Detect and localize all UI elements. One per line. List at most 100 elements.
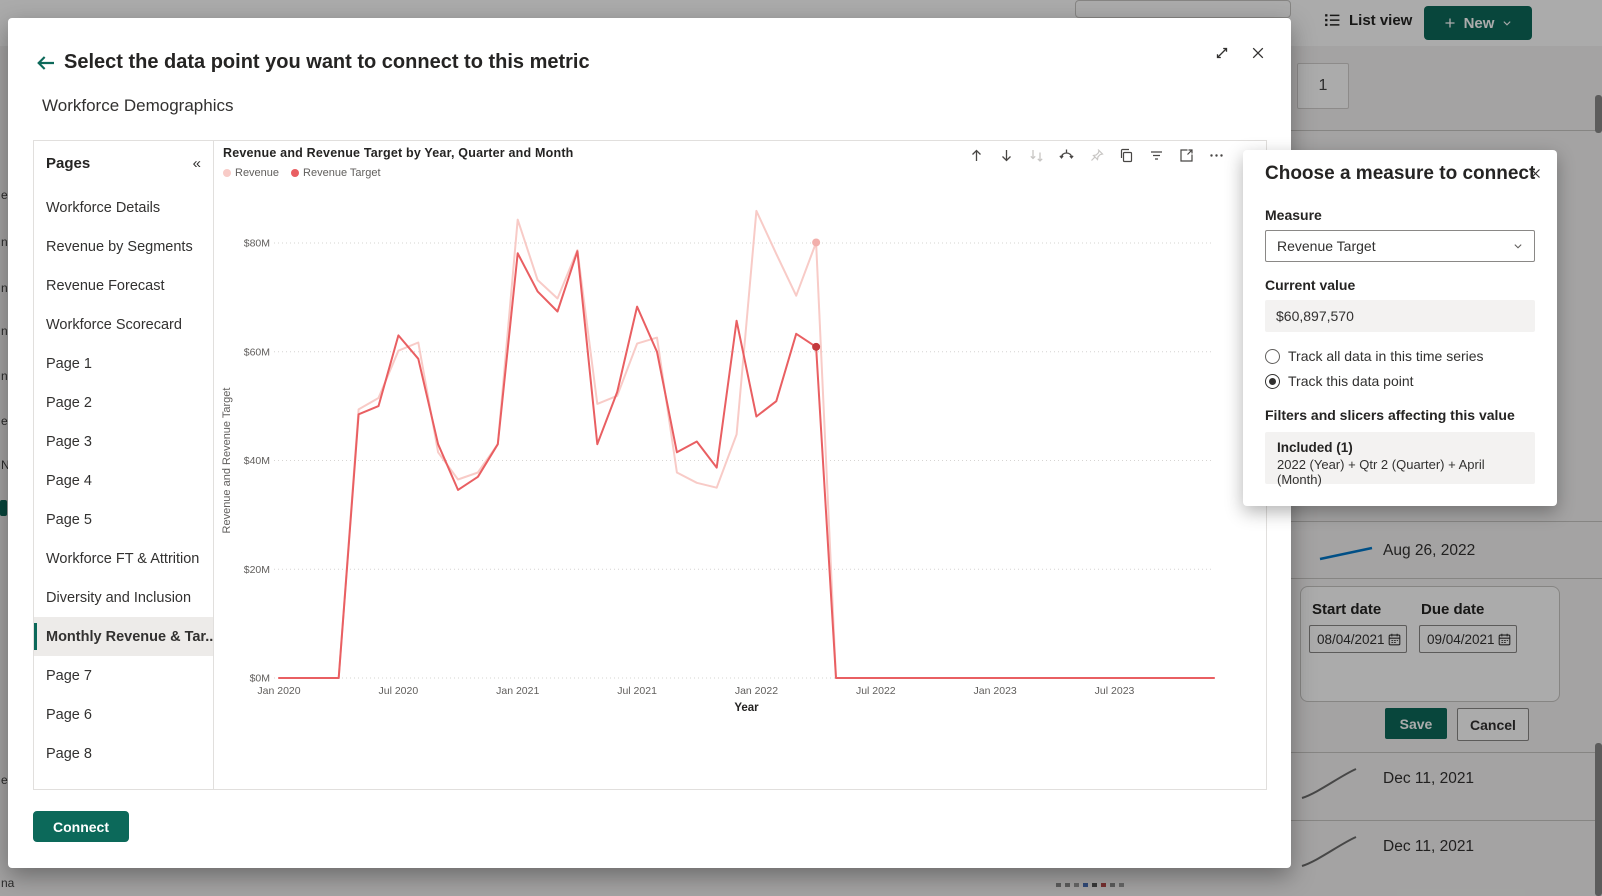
scrollbar-thumb[interactable] (1595, 743, 1602, 896)
date-card: Start date Due date 08/04/2021 09/04/202… (1300, 586, 1560, 702)
chart-legend: Revenue Revenue Target (223, 167, 381, 179)
sidebar-page-item[interactable]: Revenue by Segments (34, 227, 213, 266)
sidebar-page-item[interactable]: Page 1 (34, 344, 213, 383)
sparkline (1301, 768, 1357, 799)
divider (1290, 752, 1602, 753)
legend-label: Revenue (235, 167, 280, 179)
radio-unselected-icon[interactable] (1265, 348, 1280, 364)
filters-label: Filters and slicers affecting this value (1265, 407, 1515, 423)
data-point-marker[interactable] (812, 238, 821, 247)
drill-up-icon[interactable] (968, 147, 985, 164)
sidebar-page-item[interactable]: Page 6 (34, 695, 213, 734)
copy-icon[interactable] (1118, 147, 1135, 164)
x-axis-tick-label: Jul 2021 (617, 685, 657, 697)
page-number-box[interactable]: 1 (1297, 63, 1349, 109)
sidebar-page-item[interactable]: Page 8 (34, 734, 213, 773)
start-date-field[interactable]: 08/04/2021 (1309, 625, 1407, 653)
collapse-sidebar-icon[interactable]: « (192, 155, 201, 172)
history-date[interactable]: Dec 11, 2021 (1383, 838, 1475, 855)
sidebar-page-item[interactable]: Workforce Scorecard (34, 305, 213, 344)
sidebar-page-label: Page 5 (46, 511, 92, 528)
search-input[interactable] (1075, 0, 1291, 18)
start-date-value: 08/04/2021 (1317, 631, 1385, 647)
sidebar-page-item[interactable]: Workforce Details (34, 188, 213, 227)
drill-down-icon[interactable] (998, 147, 1015, 164)
more-options-icon[interactable] (1208, 147, 1225, 164)
x-axis-tick-label: Jul 2020 (379, 685, 419, 697)
start-date-label: Start date (1312, 601, 1382, 618)
background-icon-fragment (1101, 883, 1106, 887)
plus-icon (1445, 18, 1455, 28)
pin-icon[interactable] (1088, 147, 1105, 164)
chart-visual: Revenue and Revenue Target by Year, Quar… (214, 141, 1267, 789)
sidebar-page-label: Workforce Details (46, 199, 161, 216)
tracking-radio-option[interactable]: Track this data point (1265, 373, 1484, 389)
history-date[interactable]: Dec 11, 2021 (1383, 770, 1475, 787)
legend-item[interactable]: Revenue Target (291, 167, 381, 179)
connect-button[interactable]: Connect (33, 811, 129, 842)
expand-dialog-icon[interactable] (1213, 44, 1231, 62)
close-dialog-icon[interactable] (1249, 44, 1267, 62)
background-text-fragment: e (1, 188, 8, 202)
report-container: Pages « Workforce Details Revenue by Segm… (33, 140, 1267, 790)
drill-mode-icon[interactable] (1058, 147, 1075, 164)
sidebar-page-item[interactable]: Revenue Forecast (34, 266, 213, 305)
close-panel-icon[interactable] (1528, 166, 1543, 181)
background-icon-fragment (1092, 883, 1097, 887)
sidebar-page-item[interactable]: Monthly Revenue & Tar... (34, 617, 213, 656)
back-button[interactable] (34, 51, 58, 75)
sidebar-page-item[interactable]: Diversity and Inclusion (34, 578, 213, 617)
tag-chip-fragment (0, 500, 7, 516)
x-axis-tick-label: Jan 2022 (735, 685, 778, 697)
check-in-date[interactable]: Aug 26, 2022 (1383, 542, 1476, 559)
background-icon-fragment (1065, 883, 1070, 887)
divider (1290, 130, 1602, 131)
background-icon-fragment (1056, 883, 1061, 887)
series-line-revenue-target[interactable] (278, 250, 1215, 679)
radio-selected-icon[interactable] (1265, 373, 1280, 389)
sidebar-page-item[interactable]: Page 3 (34, 422, 213, 461)
list-view-toggle[interactable]: List view (1323, 11, 1412, 29)
filter-icon[interactable] (1148, 147, 1165, 164)
y-axis-tick-label: $60M (244, 346, 270, 358)
data-point-marker[interactable] (812, 342, 821, 351)
focus-mode-icon[interactable] (1178, 147, 1195, 164)
cancel-button[interactable]: Cancel (1457, 708, 1529, 741)
revenue-line-chart[interactable]: $0M $20M $40M $60M $80M Jan 2020 Jul 2020 Jan 2… (214, 141, 1267, 789)
background-icon-fragment (1074, 883, 1079, 887)
pages-list: Workforce Details Revenue by Segments Reve… (34, 188, 213, 773)
y-axis-tick-label: $0M (250, 673, 270, 685)
current-value-field[interactable]: $60,897,570 (1265, 300, 1535, 332)
sidebar-page-label: Diversity and Inclusion (46, 589, 192, 606)
sidebar-page-item[interactable]: Workforce FT & Attrition (34, 539, 213, 578)
new-button[interactable]: New (1424, 6, 1532, 40)
included-detail: 2022 (Year) + Qtr 2 (Quarter) + April (M… (1277, 457, 1485, 487)
y-axis-tick-label: $40M (244, 455, 270, 467)
expand-all-icon[interactable] (1028, 147, 1045, 164)
sidebar-page-item[interactable]: Page 2 (34, 383, 213, 422)
background-bottom-icons (1056, 883, 1124, 887)
measure-dropdown[interactable]: Revenue Target (1265, 230, 1535, 262)
y-axis-title: Revenue and Revenue Target (221, 388, 233, 534)
sidebar-page-label: Page 4 (46, 472, 92, 489)
divider (1290, 820, 1602, 821)
sidebar-page-label: Monthly Revenue & Tar... (46, 628, 213, 645)
x-axis-tick-label: Jul 2023 (1095, 685, 1135, 697)
legend-item[interactable]: Revenue (223, 167, 279, 179)
divider (1290, 578, 1602, 579)
tracking-radio-option[interactable]: Track all data in this time series (1265, 348, 1484, 364)
y-axis-tick-label: $20M (244, 564, 270, 576)
series-line-revenue[interactable] (278, 209, 1215, 679)
sidebar-page-label: Page 3 (46, 433, 92, 450)
sidebar-page-item[interactable]: Page 7 (34, 656, 213, 695)
scrollbar-thumb[interactable] (1595, 95, 1602, 133)
due-date-field[interactable]: 09/04/2021 (1419, 625, 1517, 653)
sidebar-page-item[interactable]: Page 4 (34, 461, 213, 500)
pages-sidebar: Pages « Workforce Details Revenue by Segm… (34, 141, 214, 789)
divider (1290, 521, 1602, 522)
save-button[interactable]: Save (1385, 708, 1447, 739)
filters-included-box: Included (1) 2022 (Year) + Qtr 2 (Quarte… (1265, 432, 1535, 487)
background-icon-fragment (1119, 883, 1124, 887)
sidebar-page-item[interactable]: Page 5 (34, 500, 213, 539)
measure-label: Measure (1265, 207, 1322, 223)
